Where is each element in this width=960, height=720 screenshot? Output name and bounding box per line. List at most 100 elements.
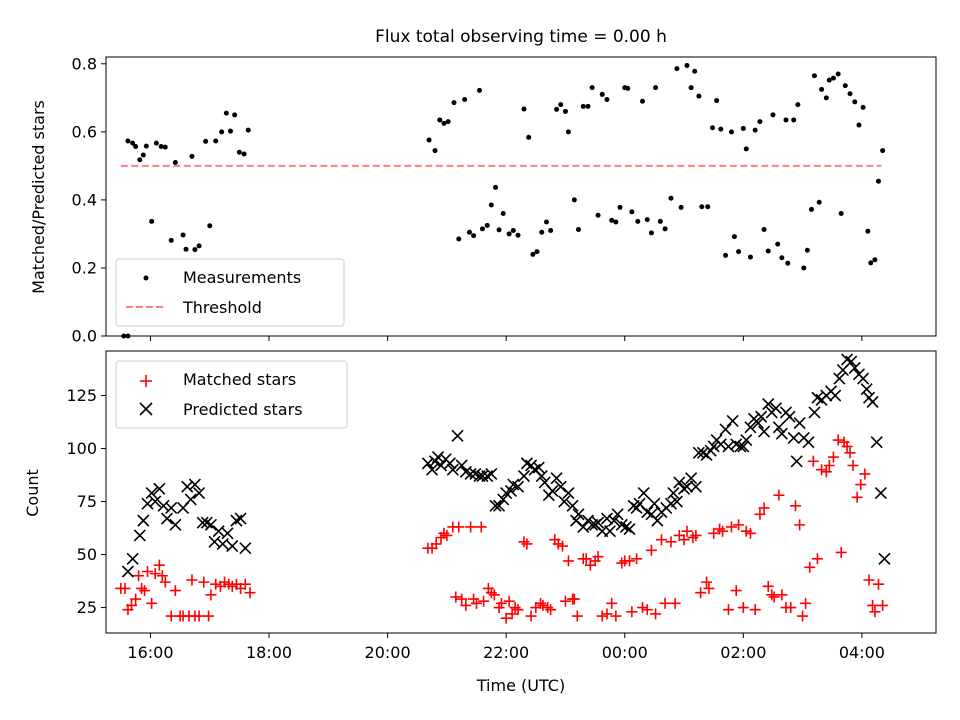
predicted-star-point (504, 484, 517, 498)
matched-star-point (580, 553, 592, 565)
predicted-star-point (651, 514, 664, 527)
measurement-point (534, 249, 540, 255)
measurement-point (830, 75, 836, 81)
predicted-star-point (790, 455, 803, 468)
measurement-point (635, 218, 641, 224)
measurement-point (852, 99, 858, 105)
matched-star-point (156, 570, 168, 582)
legend-threshold-label: Threshold (182, 298, 262, 317)
predicted-star-point (787, 431, 800, 444)
measurement-point (426, 137, 432, 143)
predicted-star-point (860, 383, 873, 396)
measurement-point (189, 153, 195, 159)
measurement-point (496, 227, 502, 233)
matched-star-point (823, 459, 835, 471)
measurement-point (785, 260, 791, 266)
matched-star-point (453, 521, 465, 533)
matched-star-point (733, 519, 745, 531)
measurement-point (728, 129, 734, 135)
matched-star-point (867, 599, 879, 611)
predicted-star-point (485, 467, 498, 481)
predicted-star-point (239, 542, 252, 555)
predicted-star-point (464, 467, 477, 481)
measurement-point (236, 149, 242, 155)
matched-star-point (471, 597, 483, 609)
bottom-axes-ticks: 25 50 75 100 125 16:00 18:00 20:00 22:00 00:00 02:… (66, 386, 884, 662)
matched-star-point (441, 529, 453, 541)
matched-star-point (758, 502, 770, 514)
predicted-star-point (426, 463, 439, 476)
measurement-point (180, 232, 186, 238)
measurement-point (562, 108, 568, 114)
predicted-star-point (511, 480, 525, 493)
predicted-star-point (740, 433, 753, 447)
matched-star-point (749, 604, 761, 616)
predicted-star-point (648, 497, 661, 510)
predicted-star-point (689, 480, 702, 493)
measurement-point (625, 85, 631, 91)
predicted-star-point (546, 484, 559, 498)
top-y-tick-label: 0.8 (72, 54, 97, 73)
matched-star-point (125, 599, 137, 611)
measurement-point (609, 217, 615, 223)
matched-star-point (869, 606, 881, 618)
matched-star-point (456, 593, 468, 605)
measurement-point (775, 241, 781, 247)
top-y-tick-label: 0.0 (72, 327, 97, 346)
matched-star-point (478, 595, 490, 607)
measurement-point (838, 211, 844, 217)
bottom-data-marks (115, 353, 891, 624)
measurement-point (493, 184, 499, 190)
matched-star-point (811, 553, 823, 565)
bottom-y-tick-label: 25 (77, 598, 97, 617)
matched-star-point (626, 606, 638, 618)
matched-star-point (545, 604, 557, 616)
matched-star-point (239, 578, 251, 590)
matched-star-point (859, 468, 871, 480)
matched-star-point (169, 585, 181, 597)
measurement-point (835, 71, 841, 77)
predicted-star-point (845, 355, 858, 368)
measurement-point (488, 202, 494, 208)
measurement-point (140, 152, 146, 158)
matched-star-point (669, 597, 681, 609)
matched-star-point (450, 591, 462, 603)
measurement-point (736, 249, 742, 255)
measurement-point (709, 125, 715, 131)
matched-star-point (708, 527, 720, 539)
matched-star-point (797, 610, 809, 622)
predicted-star-point (431, 450, 445, 464)
predicted-star-point (212, 525, 225, 538)
measurement-point (228, 128, 233, 134)
predicted-star-point (141, 497, 154, 510)
bottom-legend-box (115, 360, 348, 429)
measurement-point (826, 77, 832, 83)
matched-star-point (681, 525, 693, 537)
measurement-point (241, 151, 247, 157)
measurement-point (153, 140, 159, 146)
predicted-star-point (744, 421, 757, 434)
matched-star-point (146, 597, 158, 609)
matched-star-point (820, 466, 832, 478)
matched-star-point (678, 534, 690, 546)
measurement-point (872, 257, 878, 263)
matched-star-point (723, 604, 734, 616)
measurement-point (580, 103, 586, 109)
matched-star-point (159, 576, 171, 588)
measurement-point (880, 148, 886, 154)
matched-star-point (804, 561, 816, 573)
matched-star-point (737, 602, 749, 614)
matched-star-point (592, 551, 604, 563)
top-axes-frame (105, 56, 937, 337)
predicted-star-point (769, 402, 782, 415)
measurement-point (196, 243, 202, 249)
predicted-star-point (145, 486, 158, 500)
measurement-point (143, 143, 149, 149)
predicted-star-point (611, 508, 624, 521)
measurement-point (795, 102, 801, 108)
measurement-point (125, 138, 131, 144)
predicted-star-point (802, 436, 815, 449)
predicted-star-point (673, 476, 686, 489)
measurement-point (629, 209, 635, 215)
